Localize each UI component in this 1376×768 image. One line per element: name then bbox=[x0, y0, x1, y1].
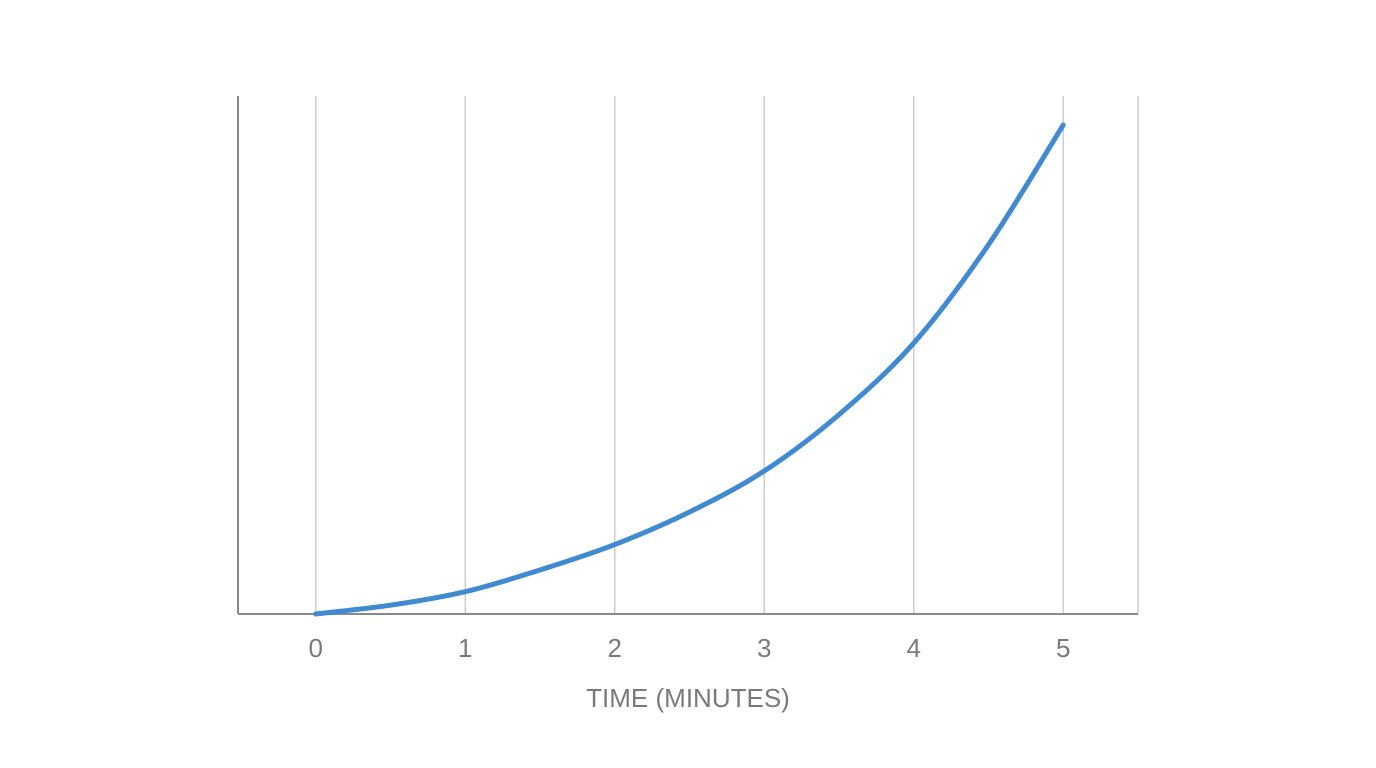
x-axis-title: TIME (MINUTES) bbox=[586, 683, 790, 713]
x-tick-label: 4 bbox=[907, 633, 921, 663]
series-line bbox=[313, 122, 1066, 617]
x-tick-labels: 0 1 2 3 4 5 bbox=[309, 633, 1071, 663]
x-tick-label: 0 bbox=[309, 633, 323, 663]
x-tick-label: 2 bbox=[608, 633, 622, 663]
x-tick-label: 1 bbox=[458, 633, 472, 663]
x-tick-label: 5 bbox=[1056, 633, 1070, 663]
x-tick-label: 3 bbox=[757, 633, 771, 663]
grid-lines bbox=[314, 96, 1139, 614]
